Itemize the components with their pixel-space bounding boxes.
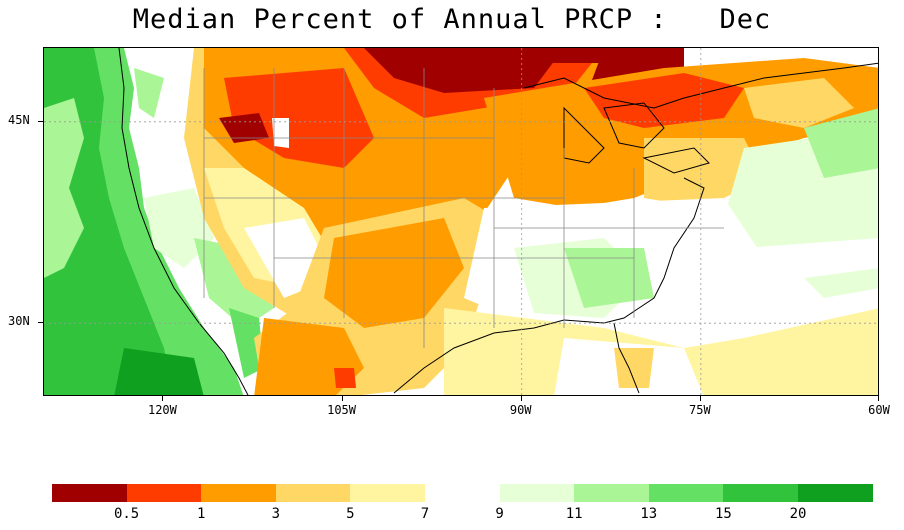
colorbar-segment (350, 484, 425, 502)
lon-label-105w: 105W (327, 403, 357, 417)
map-title: Median Percent of Annual PRCP : Dec (132, 4, 772, 35)
lon-tick (699, 396, 701, 401)
map-canvas (44, 48, 878, 395)
colorbar-label: 15 (714, 506, 732, 522)
colorbar-segment (52, 484, 127, 502)
lon-tick (341, 396, 343, 401)
coastline-outline (118, 48, 878, 395)
colorbar-label: 13 (640, 506, 658, 522)
lon-tick (520, 396, 522, 401)
colorbar-label: 3 (271, 506, 281, 522)
southeast-region (444, 198, 878, 395)
colorbar-label: 5 (346, 506, 355, 522)
colorbar-segment (574, 484, 649, 502)
colorbar-segment (126, 484, 202, 502)
lat-label-30n: 30N (8, 314, 30, 329)
lon-label-60w: 60W (868, 403, 890, 417)
colorbar-label: 0.5 (113, 506, 140, 522)
state-borders (203, 68, 724, 348)
lon-label-90w: 90W (509, 403, 532, 417)
colorbar-label: 1 (196, 506, 206, 522)
lat-label-45n: 45N (8, 112, 30, 127)
colorbar-label: 11 (565, 506, 583, 522)
colorbar-segment (425, 484, 500, 502)
colorbar-segment (275, 484, 351, 502)
lon-label-120w: 120W (147, 403, 177, 417)
colorbar-segment (648, 484, 724, 502)
northeast-region (484, 58, 878, 258)
southern-plains-region (254, 198, 514, 395)
colorbar-label: 9 (495, 506, 504, 522)
colorbar-segment (499, 484, 575, 502)
lat-tick (38, 322, 43, 324)
lon-tick (878, 396, 879, 401)
lat-lon-gridlines (44, 48, 878, 395)
colorbar-segment (723, 484, 798, 502)
colorbar-segment (201, 484, 276, 502)
lon-tick (162, 396, 164, 401)
precipitation-map (43, 47, 879, 396)
lon-label-75w: 75W (689, 403, 711, 417)
colorbar-segment (798, 484, 873, 502)
lat-tick (38, 120, 43, 122)
colorbar-label: 7 (420, 506, 430, 522)
colorbar-label: 20 (789, 506, 807, 522)
